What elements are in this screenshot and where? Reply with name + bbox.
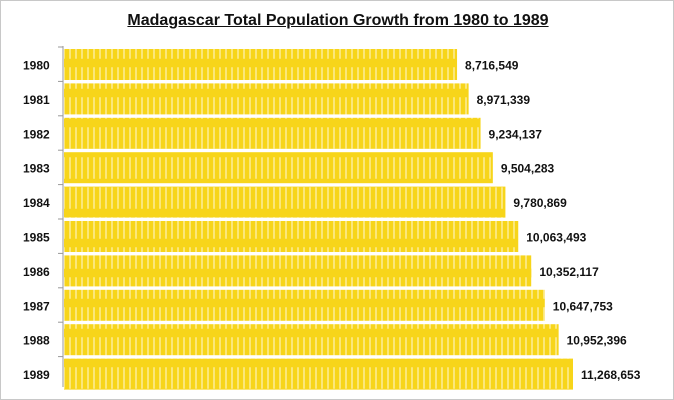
y-tick-label: 1986 (23, 265, 50, 279)
data-label: 8,716,549 (465, 59, 519, 73)
bar (64, 255, 532, 287)
bar (64, 83, 469, 115)
data-label: 11,268,653 (581, 368, 641, 382)
bar (64, 324, 559, 356)
data-label: 8,971,339 (477, 93, 531, 107)
data-label: 10,352,117 (539, 265, 599, 279)
y-tick-label: 1984 (23, 196, 50, 210)
bar (64, 152, 493, 184)
y-tick-label: 1981 (23, 93, 50, 107)
data-label: 10,063,493 (526, 231, 586, 245)
bar (64, 49, 458, 80)
y-tick-label: 1983 (23, 162, 50, 176)
y-tick-label: 1987 (23, 299, 50, 313)
y-tick-label: 1982 (23, 127, 50, 141)
bar (64, 186, 506, 218)
data-label: 9,504,283 (501, 162, 555, 176)
chart-title-text: Madagascar Total Population Growth from … (127, 12, 549, 29)
y-tick-label: 1985 (23, 231, 50, 245)
bar (64, 358, 573, 390)
bar (64, 289, 545, 321)
y-tick-label: 1988 (23, 334, 50, 348)
bar (64, 221, 519, 252)
bar (64, 117, 481, 149)
data-label: 9,234,137 (489, 127, 543, 141)
data-label: 9,780,869 (513, 196, 567, 210)
data-label: 10,952,396 (567, 334, 627, 348)
chart-title: Madagascar Total Population Growth from … (1, 12, 673, 30)
y-tick-label: 1989 (23, 368, 50, 382)
y-tick-label: 1980 (23, 59, 50, 73)
data-label: 10,647,753 (553, 299, 613, 313)
